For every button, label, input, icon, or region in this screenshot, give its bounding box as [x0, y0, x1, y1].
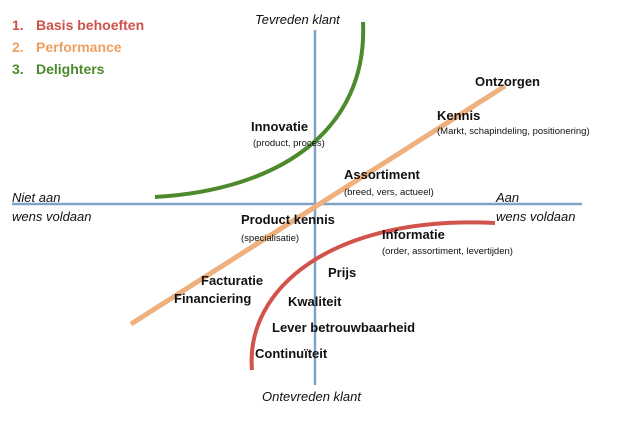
delighters-curve — [154, 21, 366, 199]
item-label: Facturatie — [201, 273, 263, 288]
item-label: Lever betrouwbaarheid — [272, 320, 415, 335]
legend-label: Delighters — [36, 61, 105, 77]
item-label: Product kennis — [241, 212, 335, 227]
item-label: Innovatie — [251, 119, 308, 134]
axis-label: wens voldaan — [496, 209, 576, 224]
axis-label: Niet aan — [12, 190, 60, 205]
item-label: Prijs — [328, 265, 356, 280]
legend-label: Performance — [36, 39, 122, 55]
basic-curve — [249, 220, 496, 371]
legend-number: 1. — [12, 17, 24, 33]
legend-label: Basis behoeften — [36, 17, 144, 33]
axis-label: Aan — [495, 190, 519, 205]
legend-number: 2. — [12, 39, 24, 55]
item-detail: (order, assortiment, levertijden) — [382, 246, 513, 257]
legend: 1. Basis behoeften 2. Performance 3. Del… — [12, 17, 144, 77]
item-detail: (product, proces) — [253, 138, 325, 149]
legend-number: 3. — [12, 61, 24, 77]
axis-label: wens voldaan — [12, 209, 92, 224]
item-label: Kwaliteit — [288, 294, 342, 309]
axis-label: Tevreden klant — [255, 12, 341, 27]
item-label: Informatie — [382, 227, 445, 242]
item-label: Kennis — [437, 108, 480, 123]
item-detail: (breed, vers, actueel) — [344, 187, 434, 198]
item-label: Ontzorgen — [475, 74, 540, 89]
item-label: Assortiment — [344, 167, 421, 182]
item-label: Financiering — [174, 291, 251, 306]
item-detail: (specialisatie) — [241, 233, 299, 244]
axis-label: Ontevreden klant — [262, 389, 362, 404]
item-label: Continuïteit — [255, 346, 328, 361]
item-detail: (Markt, schapindeling, positionering) — [437, 126, 590, 137]
performance-line — [129, 83, 507, 327]
